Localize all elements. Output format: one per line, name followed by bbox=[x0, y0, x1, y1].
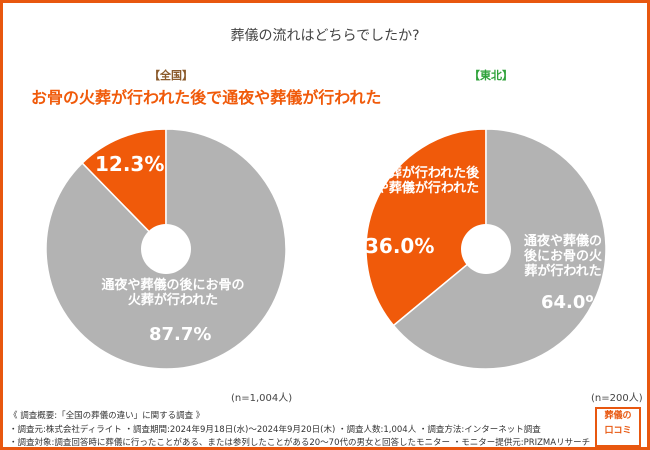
brand-logo: 葬儀の 口コミ bbox=[595, 407, 641, 447]
pie-charts bbox=[45, 128, 607, 370]
slice-label-national-1: 通夜や葬儀の後にお骨の火葬が行われた bbox=[101, 278, 245, 308]
slice-label-tohoku-1: 通夜や葬儀の後にお骨の火葬が行われた bbox=[523, 234, 602, 279]
pie-slice-0-0 bbox=[81, 128, 167, 251]
footer-survey-target: ・調査対象:調査回答時に葬儀に行ったことがある、または参列したことがある20～7… bbox=[9, 438, 591, 448]
logo-line1: 葬儀の bbox=[604, 411, 632, 421]
logo-line2: 口コミ bbox=[604, 426, 632, 436]
chart-title: 葬儀の流れはどちらでしたか? bbox=[230, 28, 420, 44]
value-label-national-1: 87.7% bbox=[149, 324, 212, 345]
slice-label-national-0: お骨の火葬が行われた後で通夜や葬儀が行われた bbox=[31, 88, 382, 107]
pie-hole-0 bbox=[141, 224, 191, 274]
region-label-tohoku: 【東北】 bbox=[469, 69, 513, 82]
region-label-national: 【全国】 bbox=[149, 69, 193, 82]
footer-survey-title: 《 調査概要:「全国の葬儀の違い」に関する調査 》 bbox=[9, 411, 205, 421]
value-label-tohoku-1: 64.0% bbox=[541, 292, 604, 313]
pie-hole-1 bbox=[461, 224, 511, 274]
footer-survey-details: ・調査元:株式会社ディライト ・調査期間:2024年9月18日(水)～2024年… bbox=[9, 425, 541, 435]
pie-slice-1-0 bbox=[365, 128, 487, 327]
value-label-tohoku-0: 36.0% bbox=[365, 234, 435, 258]
slice-label-tohoku-0: お骨の火葬が行われた後で通夜や葬儀が行われた bbox=[336, 166, 480, 196]
sample-size-tohoku: (n=200人) bbox=[591, 393, 643, 404]
sample-size-national: (n=1,004人) bbox=[231, 393, 293, 404]
value-label-national-0: 12.3% bbox=[95, 152, 165, 176]
